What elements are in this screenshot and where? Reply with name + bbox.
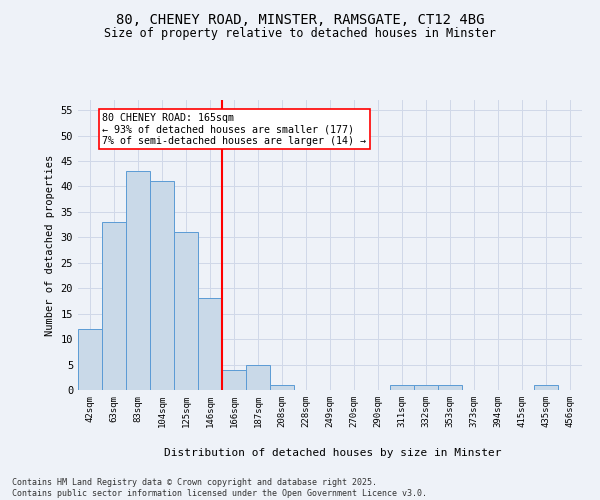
Text: 80 CHENEY ROAD: 165sqm
← 93% of detached houses are smaller (177)
7% of semi-det: 80 CHENEY ROAD: 165sqm ← 93% of detached… — [102, 112, 366, 146]
Bar — [270, 385, 294, 390]
Text: 80, CHENEY ROAD, MINSTER, RAMSGATE, CT12 4BG: 80, CHENEY ROAD, MINSTER, RAMSGATE, CT12… — [116, 12, 484, 26]
Bar — [534, 385, 558, 390]
Bar — [438, 385, 462, 390]
Y-axis label: Number of detached properties: Number of detached properties — [45, 154, 55, 336]
Bar — [222, 370, 246, 390]
Bar — [198, 298, 222, 390]
Bar — [150, 182, 174, 390]
Text: Distribution of detached houses by size in Minster: Distribution of detached houses by size … — [164, 448, 502, 458]
Bar — [174, 232, 198, 390]
Text: Contains HM Land Registry data © Crown copyright and database right 2025.
Contai: Contains HM Land Registry data © Crown c… — [12, 478, 427, 498]
Bar — [390, 385, 414, 390]
Bar — [102, 222, 126, 390]
Text: Size of property relative to detached houses in Minster: Size of property relative to detached ho… — [104, 28, 496, 40]
Bar — [414, 385, 438, 390]
Bar — [246, 364, 270, 390]
Bar — [78, 329, 102, 390]
Bar — [126, 171, 150, 390]
